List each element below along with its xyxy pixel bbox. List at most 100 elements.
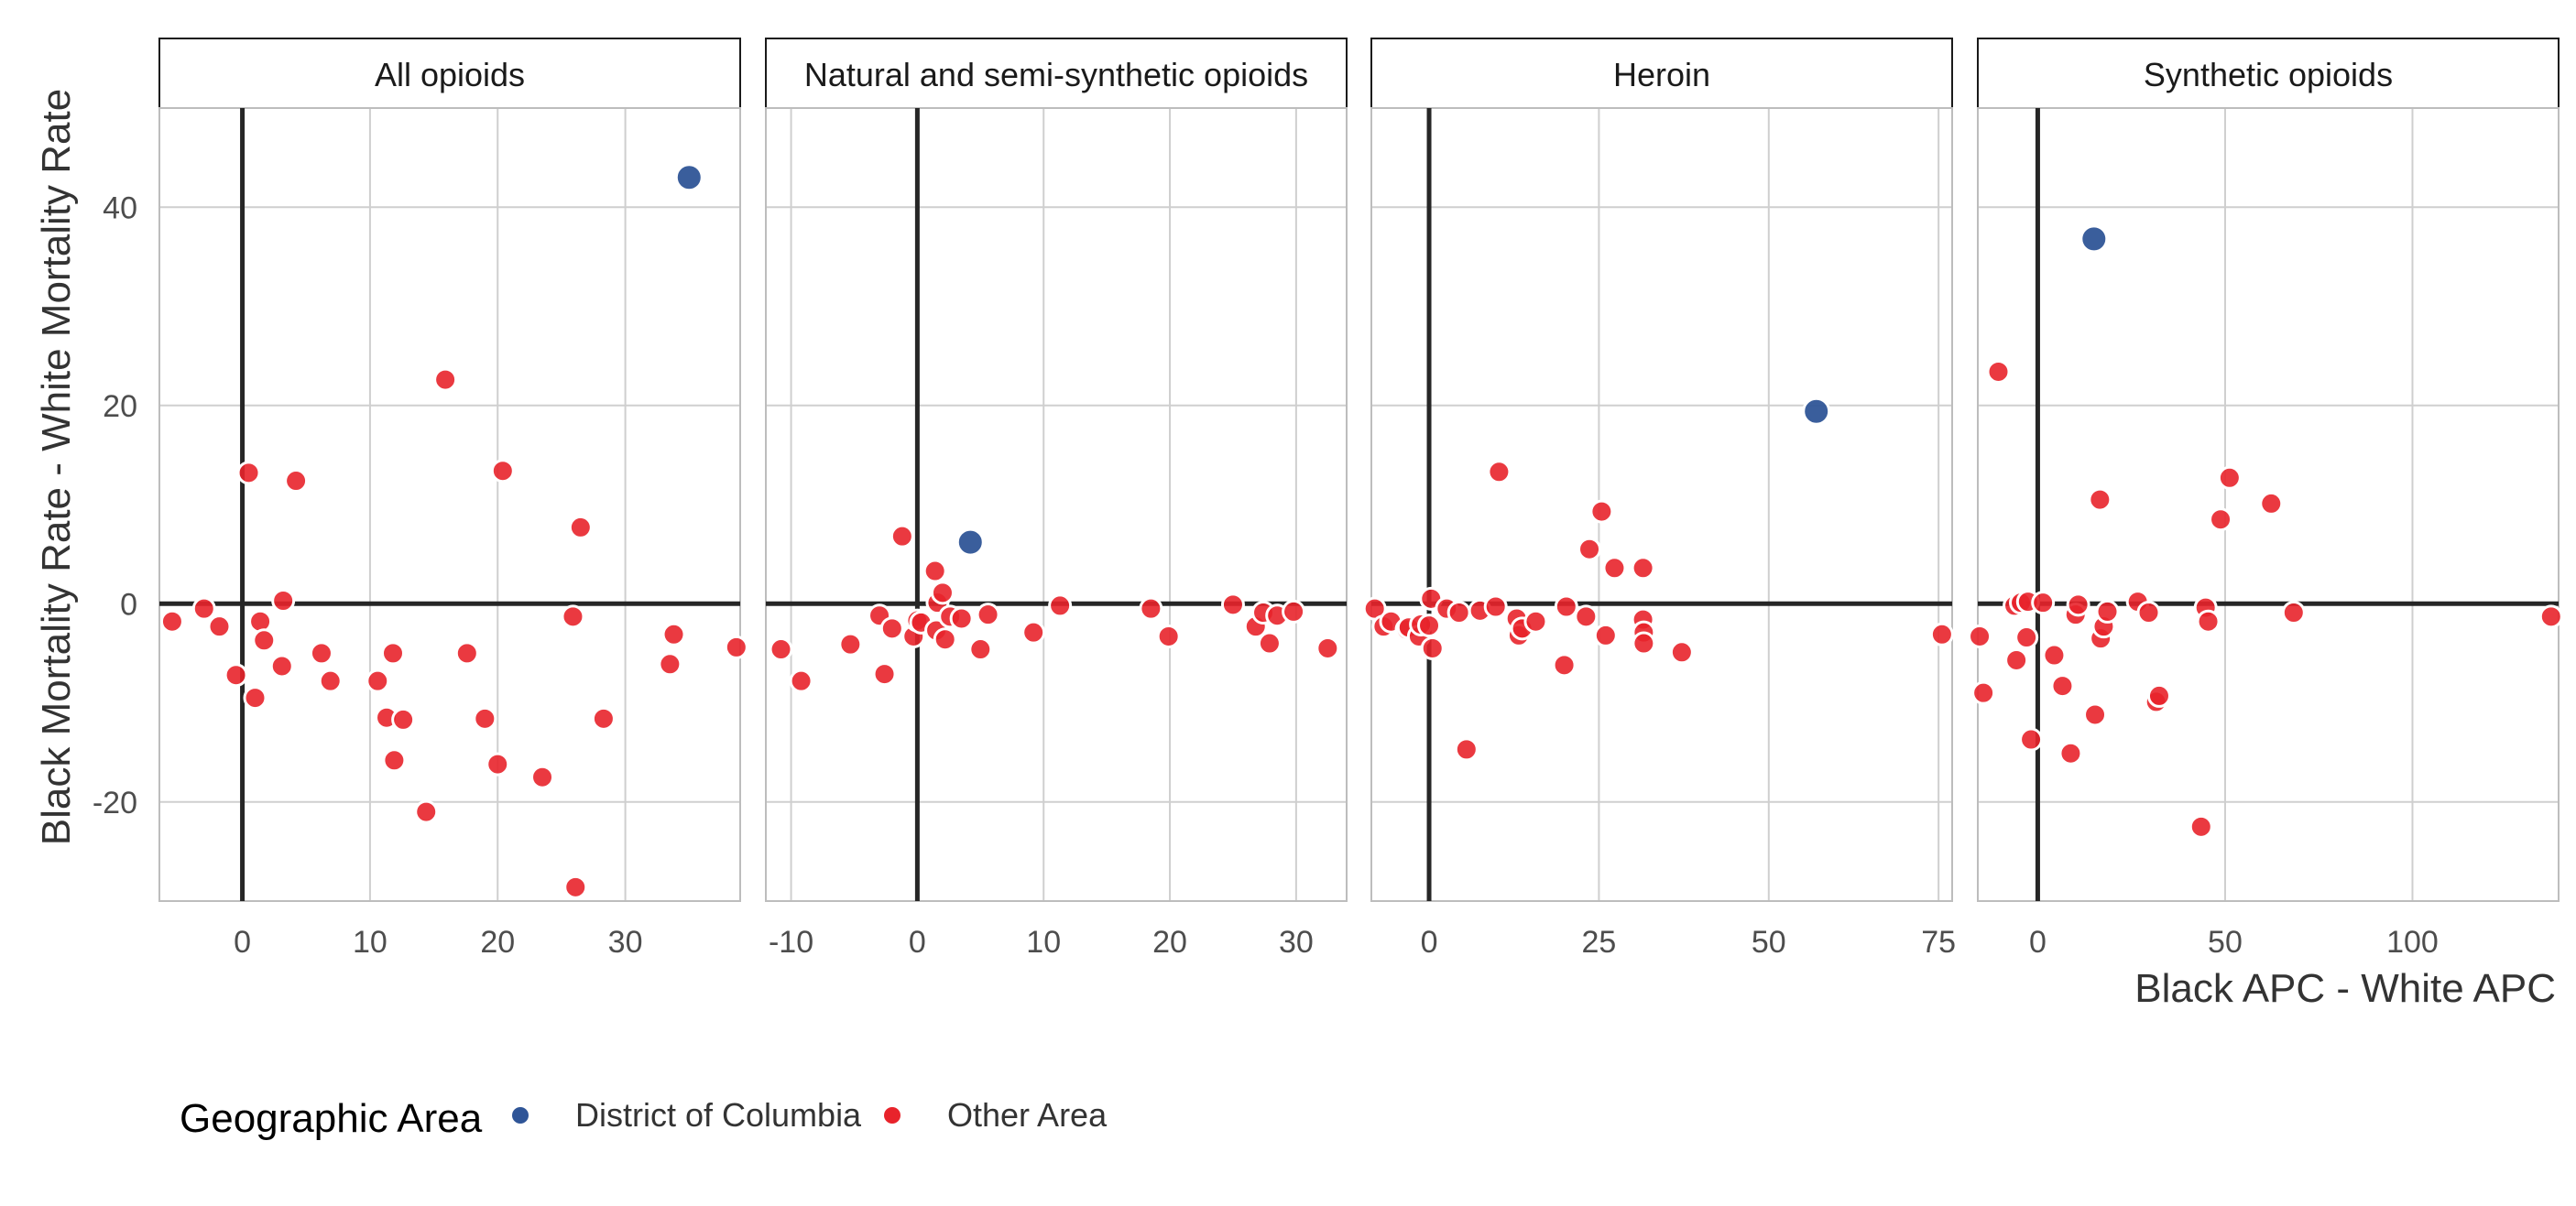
other-area-point (1021, 620, 1046, 645)
other-area-point (309, 641, 333, 666)
gridlines (159, 108, 740, 901)
other-area-point (2189, 814, 2213, 839)
other-area-point (1315, 636, 1340, 660)
y-axis-title: Black Mortality Rate - White Mortality R… (34, 89, 79, 845)
other-area-point (1454, 737, 1479, 762)
other-area-point (2042, 643, 2067, 668)
x-tick-label: 0 (2029, 925, 2047, 960)
panel-border (158, 107, 741, 902)
facet-strip-label: All opioids (375, 56, 525, 93)
other-area-point (2050, 674, 2075, 699)
other-area-point (1446, 600, 1471, 625)
other-area-point (252, 628, 277, 653)
other-area-point (949, 606, 974, 631)
other-area-point (490, 459, 515, 483)
other-area-point (414, 799, 439, 824)
y-tick-label: 20 (103, 389, 137, 424)
y-tick-label: 40 (103, 190, 137, 225)
other-area-point (1420, 636, 1445, 660)
facet-strip (158, 38, 741, 109)
dc-point (1802, 397, 1831, 426)
other-area-point (976, 603, 1000, 627)
other-area-point (658, 652, 682, 677)
other-area-point (1631, 556, 1655, 581)
other-area-point (473, 706, 497, 731)
facet-panels: All opioids 0 10 20 30 -20 0 20 40 Natural and se… (93, 38, 2563, 960)
facet-strip-label: Natural and semi-synthetic opioids (804, 56, 1308, 93)
other-area-point (922, 559, 947, 583)
x-tick-label: 10 (353, 925, 387, 960)
x-tick-label: 20 (1152, 925, 1187, 960)
other-area-point (838, 632, 863, 657)
other-area-point (271, 589, 296, 614)
other-area-point (2031, 591, 2056, 615)
dc-point (955, 527, 985, 557)
other-area-point (2209, 507, 2233, 532)
x-tick-label: 25 (1581, 925, 1616, 960)
other-area-point (724, 635, 748, 659)
other-area-point (1156, 624, 1181, 648)
dc-point (2079, 224, 2109, 254)
other-area-point (568, 515, 593, 539)
x-tick-label: 20 (480, 925, 515, 960)
facet-panel: All opioids 0 10 20 30 -20 0 20 40 (93, 38, 748, 960)
other-area-point (1968, 624, 1992, 648)
x-tick-label: 75 (1921, 925, 1956, 960)
x-tick-label: -10 (769, 925, 813, 960)
other-area-point (382, 748, 407, 773)
legend-swatch (884, 1107, 901, 1124)
other-area-point (2014, 625, 2039, 650)
other-area-point (433, 367, 458, 392)
other-area-point (2066, 592, 2090, 617)
other-area-point (380, 641, 405, 666)
facet-strip (1977, 38, 2560, 109)
other-area-point (890, 524, 914, 549)
other-area-point (1929, 622, 1954, 646)
other-area-point (1554, 594, 1578, 619)
other-area-point (391, 707, 416, 732)
other-area-point (2538, 604, 2563, 629)
other-area-point (2136, 600, 2161, 625)
other-area-point (2095, 599, 2120, 624)
other-area-point (1257, 631, 1282, 656)
x-axis-title: Black APC - White APC (2134, 966, 2556, 1011)
other-area-point (2196, 609, 2221, 634)
other-area-point (1986, 359, 2011, 384)
y-tick-label: 0 (120, 587, 137, 622)
other-area-point (789, 668, 813, 693)
legend-items: District of Columbia Other Area (512, 1096, 1108, 1134)
x-tick-label: 0 (234, 925, 251, 960)
facet-strip-label: Heroin (1613, 56, 1710, 93)
other-area-point (2217, 465, 2242, 490)
other-area-point (224, 663, 248, 688)
other-area-point (1220, 592, 1245, 617)
other-area-point (318, 668, 343, 693)
other-area-point (284, 469, 309, 494)
legend-title: Geographic Area (180, 1096, 483, 1141)
legend-swatch (512, 1107, 529, 1124)
x-tick-label: 0 (1421, 925, 1438, 960)
other-area-point (269, 654, 294, 679)
facet-strip (1370, 38, 1953, 109)
other-area-point (1589, 499, 1614, 524)
x-tick-label: 50 (2208, 925, 2243, 960)
other-area-point (236, 461, 261, 485)
other-area-point (2019, 727, 2044, 752)
facet-panel: Heroin 0 25 50 75 (1362, 38, 1956, 960)
other-area-point (933, 627, 957, 652)
other-area-point (530, 765, 555, 789)
panel-border (1977, 107, 2560, 902)
other-area-point (1577, 537, 1602, 561)
other-area-point (1282, 599, 1306, 624)
other-area-point (1552, 653, 1577, 678)
other-area-point (872, 662, 897, 687)
gridlines (766, 108, 1347, 901)
legend-label: District of Columbia (575, 1096, 862, 1134)
other-area-point (2146, 683, 2171, 708)
x-tick-label: 0 (909, 925, 926, 960)
gridlines (1371, 108, 1952, 901)
panel-border (765, 107, 1348, 902)
other-area-point (2088, 487, 2112, 512)
other-area-point (1523, 609, 1548, 634)
